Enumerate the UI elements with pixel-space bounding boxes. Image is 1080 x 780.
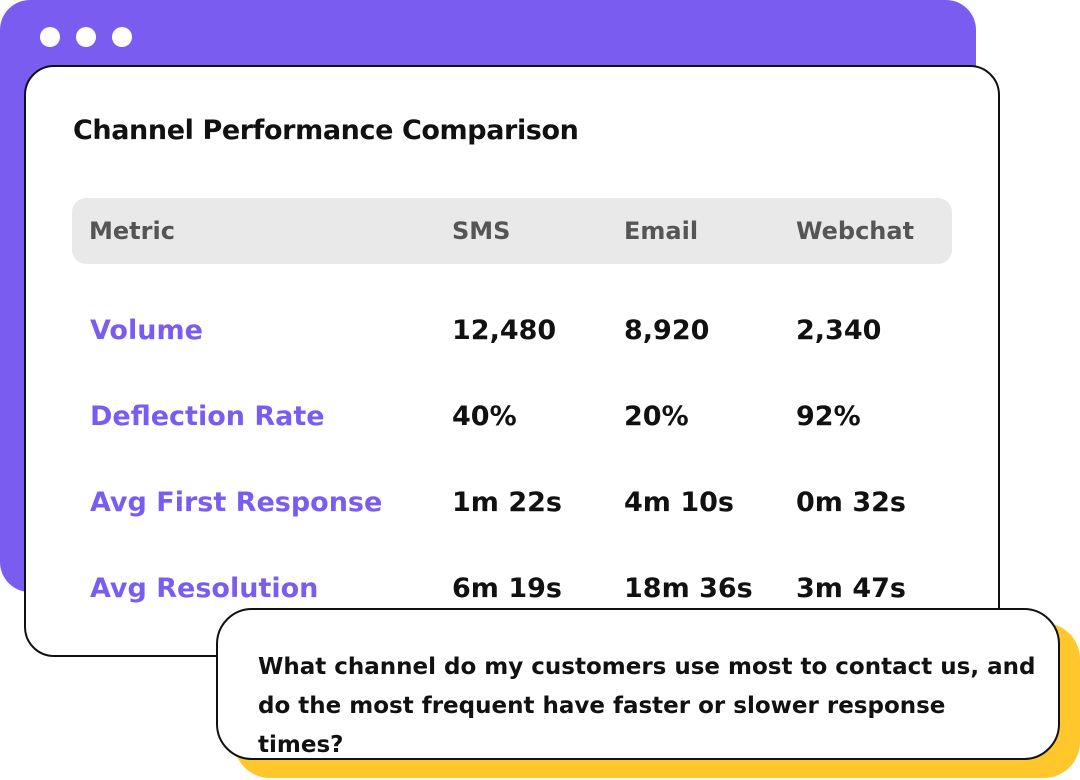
column-header-webchat: Webchat [796,217,915,245]
email-value: 8,920 [624,315,710,346]
window-controls [40,27,132,47]
webchat-value: 3m 47s [796,573,906,604]
window-dot-icon[interactable] [76,27,96,47]
column-header-metric: Metric [89,217,175,245]
performance-card: Channel Performance Comparison Metric SM… [24,65,1000,657]
table-header: Metric SMS Email Webchat [72,198,952,264]
sms-value: 6m 19s [452,573,562,604]
webchat-value: 2,340 [796,315,882,346]
chat-bubble: What channel do my customers use most to… [216,608,1060,760]
email-value: 4m 10s [624,487,734,518]
column-header-email: Email [624,217,699,245]
window-dot-icon[interactable] [112,27,132,47]
sms-value: 1m 22s [452,487,562,518]
metric-label: Avg Resolution [90,573,319,604]
webchat-value: 92% [796,401,861,432]
sms-value: 12,480 [452,315,557,346]
sms-value: 40% [452,401,517,432]
table-body: Volume 12,480 8,920 2,340 Deflection Rat… [26,67,998,655]
webchat-value: 0m 32s [796,487,906,518]
metric-label: Volume [90,315,203,346]
email-value: 18m 36s [624,573,753,604]
email-value: 20% [624,401,689,432]
chat-question: What channel do my customers use most to… [258,654,1036,758]
window-dot-icon[interactable] [40,27,60,47]
column-header-sms: SMS [452,217,511,245]
metric-label: Avg First Response [90,487,383,518]
metric-label: Deflection Rate [90,401,325,432]
card-title: Channel Performance Comparison [73,115,579,146]
